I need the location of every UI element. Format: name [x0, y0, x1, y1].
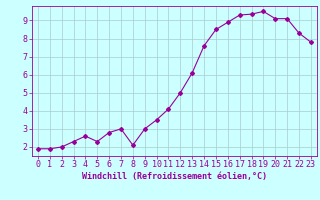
X-axis label: Windchill (Refroidissement éolien,°C): Windchill (Refroidissement éolien,°C): [82, 172, 267, 181]
